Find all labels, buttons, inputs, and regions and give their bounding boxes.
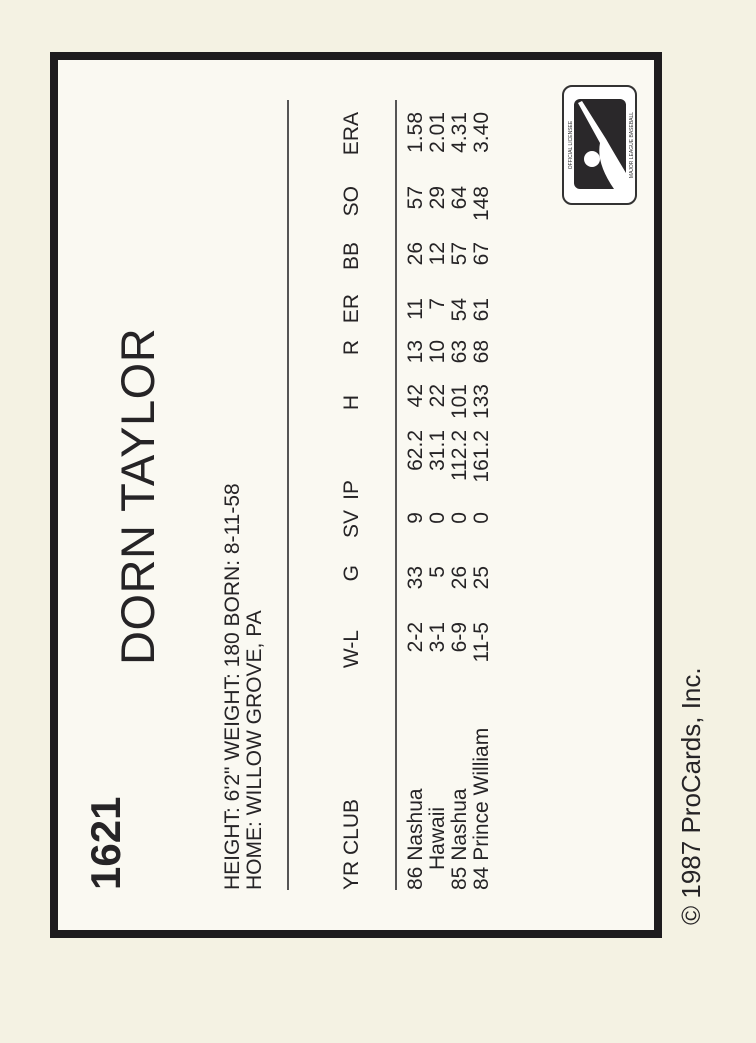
column-header: ERA xyxy=(340,112,363,156)
column-header: G xyxy=(340,565,363,582)
mlb-logo: OFFICIAL LICENSEE MAJOR LEAGUE BASEBALL xyxy=(562,85,637,205)
column-header: SV xyxy=(340,510,363,539)
stat-cell-sv: 0 xyxy=(448,512,471,524)
bio-line-1: HEIGHT: 6'2" WEIGHT: 180 BORN: 8-11-58 xyxy=(221,483,244,890)
stat-cell-sv: 0 xyxy=(470,512,493,524)
stat-cell-h: 101 xyxy=(448,384,471,420)
stat-cell-era: 2.01 xyxy=(426,112,449,153)
stat-cell-sv: 9 xyxy=(404,512,427,524)
player-name: DORN TAYLOR xyxy=(111,327,164,665)
copyright: © 1987 ProCards, Inc. xyxy=(676,667,706,925)
card-frame xyxy=(50,52,662,938)
stat-cell-sv: 0 xyxy=(426,512,449,524)
stat-cell-h: 42 xyxy=(404,384,427,408)
column-header: BB xyxy=(340,242,363,271)
bio-line-2: HOME: WILLOW GROVE, PA xyxy=(243,610,266,890)
stat-cell-so: 148 xyxy=(470,186,493,222)
stat-cell-r: 63 xyxy=(448,340,471,364)
stat-cell-g: 33 xyxy=(404,566,427,590)
column-header: H xyxy=(340,395,363,411)
column-header: R xyxy=(340,340,363,356)
club-cell: Hawaii xyxy=(426,806,449,870)
stat-cell-g: 5 xyxy=(426,566,449,578)
stat-cell-er: 54 xyxy=(448,298,471,322)
stat-cell-er: 11 xyxy=(404,298,427,320)
stat-cell-wl: 3-1 xyxy=(426,622,449,653)
stat-cell-bb: 12 xyxy=(426,242,449,266)
stat-cell-er: 7 xyxy=(426,298,449,310)
column-header: IP xyxy=(340,480,363,500)
card-back-content: 1621 DORN TAYLOR HEIGHT: 6'2" WEIGHT: 18… xyxy=(58,60,706,930)
stat-cell-so: 29 xyxy=(426,186,449,210)
stat-cell-r: 10 xyxy=(426,340,449,364)
column-header: ER xyxy=(340,294,363,324)
stat-cell-h: 133 xyxy=(470,384,493,420)
stat-cell-bb: 67 xyxy=(470,242,493,266)
stat-cell-g: 26 xyxy=(448,566,471,590)
stat-cell-r: 68 xyxy=(470,340,493,364)
stat-cell-ip: 62.2 xyxy=(404,430,427,471)
stat-cell-h: 22 xyxy=(426,384,449,408)
divider xyxy=(287,100,289,890)
column-header: SO xyxy=(340,186,363,217)
stat-cell-g: 25 xyxy=(470,566,493,590)
stat-cell-ip: 31.1 xyxy=(426,430,449,471)
stat-cell-era: 4.31 xyxy=(448,112,471,153)
stat-cell-er: 61 xyxy=(470,298,493,322)
club-cell: 84 Prince William xyxy=(470,727,493,890)
stat-cell-ip: 161.2 xyxy=(470,430,493,483)
club-cell: 85 Nashua xyxy=(448,788,471,890)
batter-silhouette-icon: OFFICIAL LICENSEE MAJOR LEAGUE BASEBALL xyxy=(568,99,635,189)
svg-text:MAJOR LEAGUE BASEBALL: MAJOR LEAGUE BASEBALL xyxy=(629,112,635,178)
club-cell: 86 Nashua xyxy=(404,788,427,890)
card-number: 1621 xyxy=(82,796,129,890)
stat-cell-wl: 11-5 xyxy=(470,622,493,663)
stat-cell-era: 3.40 xyxy=(470,112,493,153)
column-header: YR CLUB xyxy=(340,798,363,890)
stat-cell-so: 64 xyxy=(448,186,471,210)
stat-cell-so: 57 xyxy=(404,186,427,210)
svg-text:OFFICIAL LICENSEE: OFFICIAL LICENSEE xyxy=(568,120,574,169)
stat-cell-wl: 6-9 xyxy=(448,622,471,653)
stat-cell-r: 13 xyxy=(404,340,427,364)
stat-cell-bb: 57 xyxy=(448,242,471,266)
stat-cell-era: 1.58 xyxy=(404,112,427,153)
header-rule xyxy=(395,100,397,890)
stat-cell-bb: 26 xyxy=(404,242,427,266)
stat-cell-ip: 112.2 xyxy=(448,430,471,481)
column-header: W-L xyxy=(340,630,363,669)
stat-cell-wl: 2-2 xyxy=(404,622,427,653)
